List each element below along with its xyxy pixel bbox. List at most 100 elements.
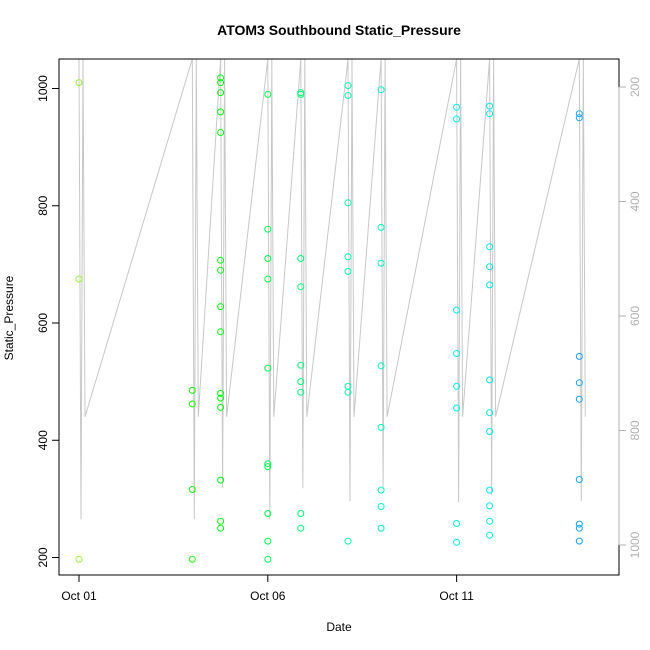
data-point [377,223,385,231]
data-point [217,476,225,484]
data-point [453,350,461,357]
data-point [344,388,352,396]
x-tick-label: Oct 06 [250,589,286,603]
y-tick-label: 1000 [36,75,50,102]
y-tick-label: 400 [36,430,50,450]
data-point [344,82,352,90]
data-point [264,364,272,372]
data-point [264,537,272,545]
data-point [217,79,225,87]
data-point [188,555,196,563]
x-axis-label: Date [326,620,352,634]
data-point [217,524,225,532]
data-point [297,388,305,396]
data-point [486,531,494,539]
pressure-trace-lines [78,58,586,520]
data-point [264,90,272,98]
y-tick-label: 800 [36,195,50,215]
data-point [344,267,352,275]
pressure-trace-line [78,58,586,520]
y-tick-label: 200 [36,547,50,567]
data-point [297,524,305,532]
data-point [377,503,385,510]
data-point [217,108,225,116]
data-point [344,199,352,207]
data-point [217,74,225,82]
data-point [486,110,494,118]
data-point [217,256,225,264]
data-point [453,115,461,123]
data-point [297,90,305,98]
data-point [297,255,305,262]
data-point [297,361,305,369]
x-axis: Oct 01 Oct 06 Oct 11 [61,574,474,603]
data-point [486,428,494,435]
data-point [486,376,494,384]
data-point [75,79,83,87]
data-point [344,92,352,99]
data-point [75,275,83,283]
data-point [264,463,272,471]
data-point [453,538,461,546]
data-point [264,510,272,517]
data-point [575,395,583,403]
data-point [297,378,305,386]
data-point [188,486,196,493]
data-point [486,502,494,510]
data-point [575,476,583,483]
y-tick-label: 600 [36,313,50,333]
data-point [486,243,494,251]
x-tick-label: Oct 01 [61,589,97,603]
data-point [264,225,272,233]
data-point [453,520,461,527]
data-point [575,537,583,545]
data-point [217,129,225,136]
data-points [75,74,583,563]
data-point [344,537,352,545]
data-point [217,303,225,311]
data-point [453,382,461,390]
data-point [217,517,225,525]
y-axis: 200 400 600 800 1000 [36,75,60,568]
data-point [217,328,225,336]
data-point [575,524,583,532]
data-point [188,400,196,408]
data-point [453,103,461,111]
y2-tick-label: 200 [628,77,642,97]
data-point [264,275,272,283]
data-point [486,281,494,289]
data-point [575,114,583,122]
data-point [486,263,494,271]
data-point [217,89,225,97]
x-tick-label: Oct 11 [439,589,474,603]
data-point [575,352,583,360]
data-point [264,460,272,468]
data-point [297,510,305,517]
y2-tick-label: 800 [628,420,642,440]
y-axis-secondary: 200 400 600 800 1000 [618,77,642,558]
data-point [377,524,385,532]
data-point [297,283,305,291]
y2-tick-label: 1000 [628,531,642,558]
y2-tick-label: 400 [628,191,642,211]
data-point [217,394,225,402]
data-point [575,110,583,118]
data-point [486,517,494,525]
data-point [486,409,494,417]
data-point [575,379,583,387]
data-point [344,253,352,261]
data-point [264,255,272,262]
data-point [75,555,83,563]
data-point [377,486,385,494]
data-point [486,102,494,110]
data-point [217,389,225,397]
data-point [264,555,272,563]
data-point [377,362,385,370]
data-point [453,306,461,314]
data-point [188,386,196,394]
data-point [377,86,385,94]
data-point [217,266,225,274]
y-axis-label: Static_Pressure [2,275,16,360]
y2-tick-label: 600 [628,306,642,326]
